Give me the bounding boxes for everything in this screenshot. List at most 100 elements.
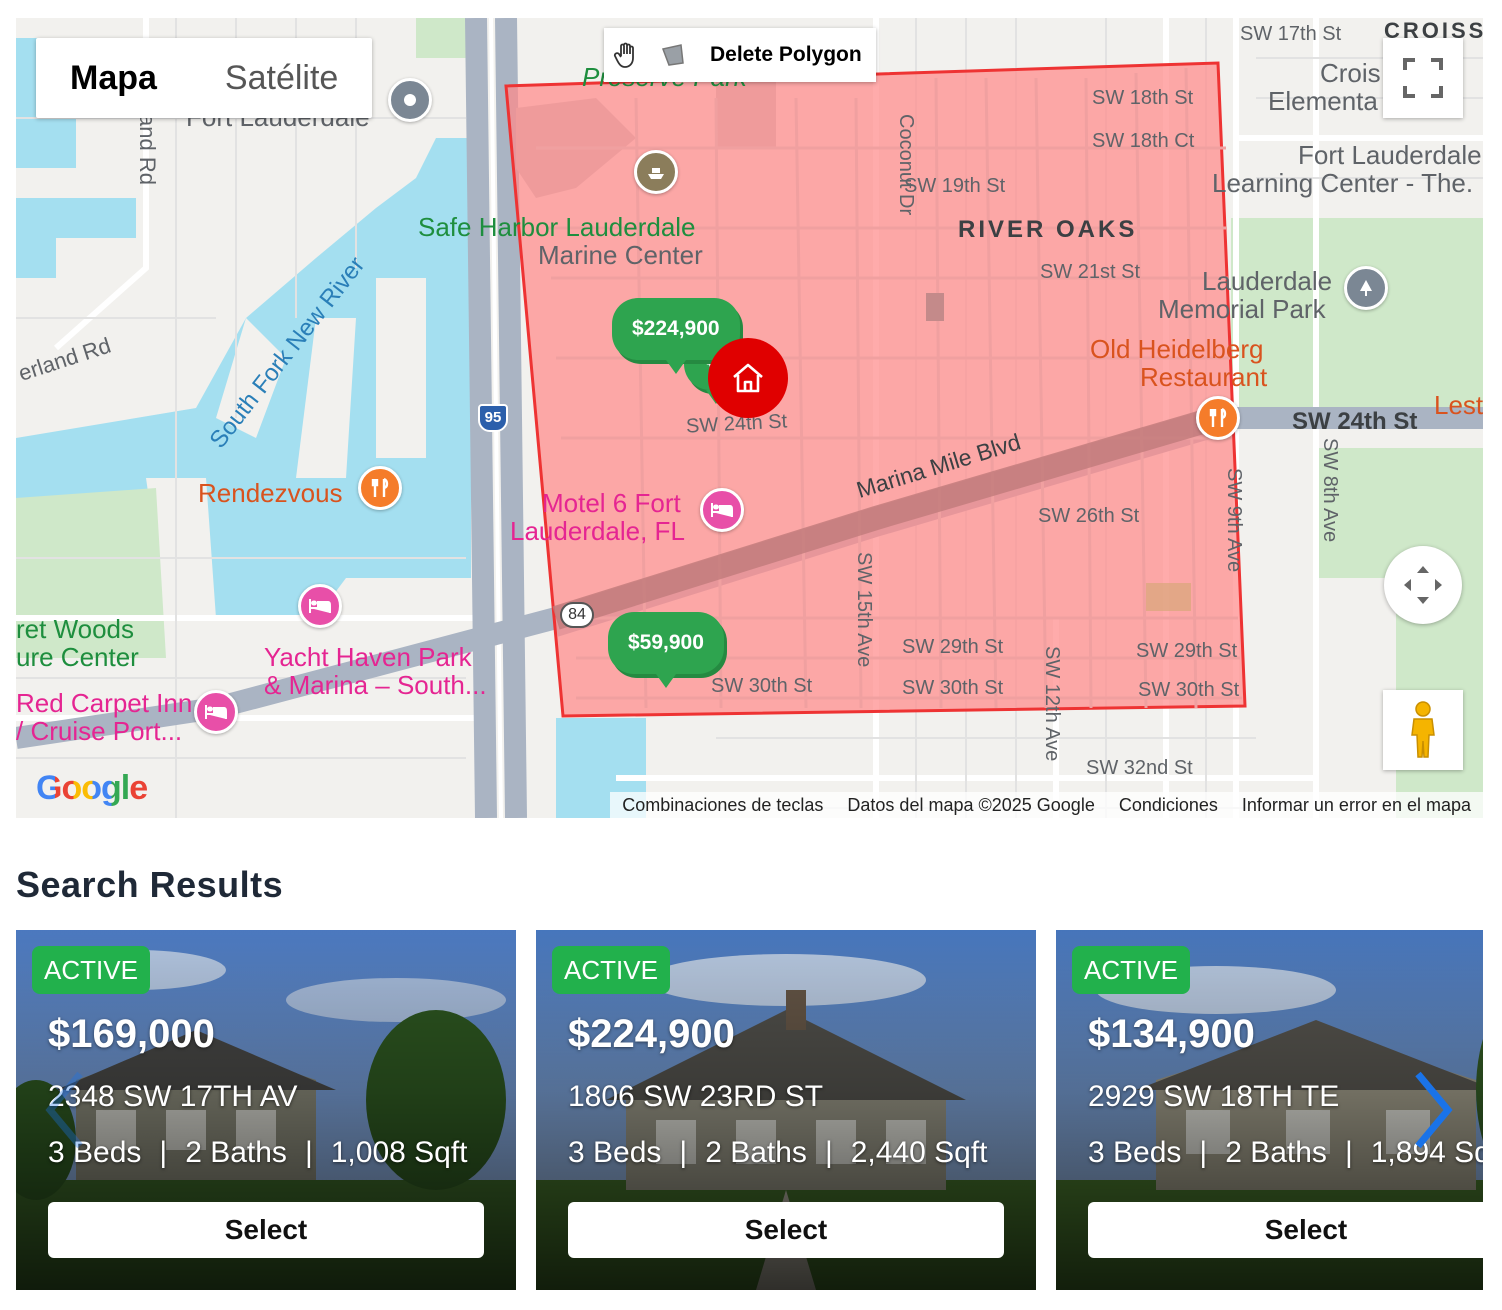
listing-sqft: 2,440 Sqft (850, 1136, 988, 1169)
poi-label-crois-2: Elementa (1268, 86, 1378, 116)
listing-address: 1806 SW 23RD ST (568, 1080, 824, 1113)
delete-polygon-button[interactable]: Delete Polygon (710, 43, 862, 66)
hotel-icon[interactable] (700, 488, 744, 532)
home-marker-icon[interactable] (708, 338, 788, 418)
poi-label-yacht-haven-1: Yacht Haven Park (264, 642, 472, 672)
ferry-icon[interactable] (634, 150, 678, 194)
hotel-icon[interactable] (298, 584, 342, 628)
spec-separator: | (824, 1136, 833, 1169)
price-pin-59900[interactable]: $59,900 (608, 612, 724, 688)
street-label-and-rd: and Rd (135, 114, 160, 185)
street-label-sw-12th-ave: SW 12th Ave (1041, 646, 1063, 762)
hand-icon[interactable] (604, 28, 650, 82)
spec-separator: | (1199, 1136, 1208, 1169)
search-results-heading: Search Results (16, 864, 284, 905)
status-badge: ACTIVE (1072, 946, 1190, 994)
street-label-sw-17th-st: SW 17th St (1240, 23, 1342, 45)
spec-separator: | (159, 1136, 168, 1169)
listing-beds: 3 Beds (48, 1136, 142, 1169)
park-icon[interactable] (1344, 266, 1388, 310)
listing-price: $169,000 (48, 1012, 215, 1056)
poi-label-fl-learning-1: Fort Lauderdale (1298, 140, 1482, 170)
listing-sqft: 1,008 Sqft (330, 1136, 468, 1169)
hotel-icon[interactable] (194, 690, 238, 734)
listing-beds: 3 Beds (568, 1136, 662, 1169)
carousel-prev-arrow-icon[interactable] (36, 1060, 96, 1160)
select-button[interactable]: Select (568, 1202, 1004, 1258)
spec-separator: | (1344, 1136, 1353, 1169)
select-button[interactable]: Select (1088, 1202, 1483, 1258)
carousel-next-arrow-icon[interactable] (1404, 1060, 1464, 1160)
poi-label-motel6-2: Lauderdale, FL (510, 516, 685, 546)
poi-label-crois-1: Crois (1320, 58, 1381, 88)
map-type-mapa-button[interactable]: Mapa (70, 59, 157, 97)
street-label-sw-19th-st: SW 19th St (904, 175, 1006, 197)
map-type-satellite-button[interactable]: Satélite (224, 59, 339, 97)
listing-address: 2929 SW 18TH TE (1088, 1080, 1340, 1113)
poi-label-rendezvous: Rendezvous (198, 478, 343, 508)
listing-price: $134,900 (1088, 1012, 1255, 1056)
keyboard-shortcuts-link[interactable]: Combinaciones de teclas (622, 794, 824, 815)
restaurant-icon[interactable] (1196, 396, 1240, 440)
street-label-sw-30th-st-east: SW 30th St (1138, 679, 1240, 701)
listing-specs: 3 Beds | 2 Baths | 1,894 Sqft (1088, 1136, 1483, 1170)
map-type-control: Mapa Satélite (36, 38, 373, 118)
street-label-sw-9th-ave: SW 9th Ave (1223, 468, 1245, 573)
fullscreen-icon[interactable] (1383, 38, 1463, 118)
select-button[interactable]: Select (48, 1202, 484, 1258)
listing-card[interactable]: ACTIVE $134,900 2929 SW 18TH TE 3 Beds | 2… (1056, 930, 1483, 1290)
poi-label-red-carpet-1: Red Carpet Inn (16, 688, 193, 718)
poi-label-safe-harbor-2: Marine Center (538, 240, 703, 270)
poi-label-old-heidelberg-2: Restaurant (1140, 362, 1268, 392)
highway-shield-95: 95 (478, 404, 508, 432)
restaurant-icon[interactable] (358, 466, 402, 510)
spec-separator: | (679, 1136, 688, 1169)
location-pin-icon[interactable] (388, 78, 432, 122)
report-error-link[interactable]: Informar un error en el mapa (1241, 794, 1471, 815)
listing-specs: 3 Beds | 2 Baths | 2,440 Sqft (568, 1136, 988, 1170)
results-carousel: ACTIVE $169,000 2348 SW 17TH AV 3 Beds | 2… (16, 930, 1483, 1290)
terms-link[interactable]: Condiciones (1118, 794, 1218, 815)
map-data-label: Datos del mapa ©2025 Google (847, 794, 1095, 815)
listing-specs: 3 Beds | 2 Baths | 1,008 Sqft (48, 1136, 468, 1170)
street-label-sw-21st-st: SW 21st St (1040, 261, 1141, 283)
street-label-coconut-dr: Coconut Dr (895, 114, 917, 216)
poi-label-fl-learning-2: Learning Center - The. (1212, 168, 1474, 198)
drawing-toolbar: Delete Polygon (604, 28, 876, 82)
poi-label-safe-harbor-1: Safe Harbor Lauderdale (418, 212, 696, 242)
poi-label-crois-caps: CROISS (1384, 18, 1483, 43)
camera-control-icon[interactable] (1384, 546, 1462, 624)
street-label-sw-18th-st: SW 18th St (1092, 87, 1194, 109)
status-badge: ACTIVE (552, 946, 670, 994)
poi-label-old-heidelberg-1: Old Heidelberg (1090, 334, 1264, 364)
listing-card[interactable]: ACTIVE $169,000 2348 SW 17TH AV 3 Beds | 2… (16, 930, 516, 1290)
listing-baths: 2 Baths (1225, 1136, 1327, 1169)
poi-label-woods-2: ure Center (16, 642, 139, 672)
pegman-icon[interactable] (1383, 690, 1463, 770)
poi-label-lauderdale-memorial-1: Lauderdale (1202, 266, 1333, 296)
street-label-sw-24th-st-east: SW 24th St (1292, 408, 1418, 435)
poi-label-motel6-1: Motel 6 Fort (542, 488, 681, 518)
listing-sqft: 1,894 Sqft (1370, 1136, 1483, 1169)
street-label-sw-29th-st: SW 29th St (902, 636, 1004, 658)
poi-label-yacht-haven-2: & Marina – South... (264, 670, 487, 700)
highway-shield-84: 84 (560, 602, 594, 628)
google-logo: Google (36, 769, 148, 807)
street-label-sw-29th-st-east: SW 29th St (1136, 640, 1238, 662)
street-label-sw-32nd-st: SW 32nd St (1086, 757, 1193, 779)
street-label-sw-8th-ave: SW 8th Ave (1319, 438, 1341, 543)
listing-beds: 3 Beds (1088, 1136, 1182, 1169)
listing-baths: 2 Baths (185, 1136, 287, 1169)
street-label-sw-30th-st: SW 30th St (902, 677, 1004, 699)
street-label-sw-26th-st: SW 26th St (1038, 505, 1140, 527)
listing-card[interactable]: ACTIVE $224,900 1806 SW 23RD ST 3 Beds | 2… (536, 930, 1036, 1290)
map-view[interactable]: SW 17th St SW 18th St SW 18th Ct SW 19th… (16, 18, 1483, 818)
poi-label-red-carpet-2: / Cruise Port... (16, 716, 183, 746)
spec-separator: | (304, 1136, 313, 1169)
street-label-sw-18th-ct: SW 18th Ct (1092, 130, 1195, 152)
listing-price: $224,900 (568, 1012, 735, 1056)
poi-label-woods-1: ret Woods (16, 614, 135, 644)
listing-address: 2348 SW 17TH AV (48, 1080, 298, 1113)
polygon-icon[interactable] (650, 28, 696, 82)
poi-label-lest: Lest (1434, 390, 1483, 420)
